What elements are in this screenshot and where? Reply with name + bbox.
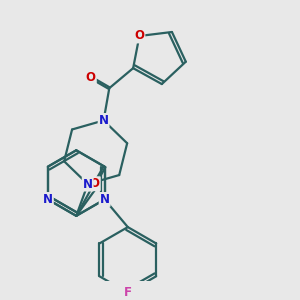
Text: N: N (43, 193, 53, 206)
Text: N: N (83, 178, 93, 190)
Text: N: N (99, 114, 109, 127)
Text: O: O (86, 71, 96, 84)
Text: O: O (90, 177, 100, 190)
Text: F: F (124, 286, 132, 299)
Text: N: N (100, 193, 110, 206)
Text: O: O (134, 29, 144, 43)
